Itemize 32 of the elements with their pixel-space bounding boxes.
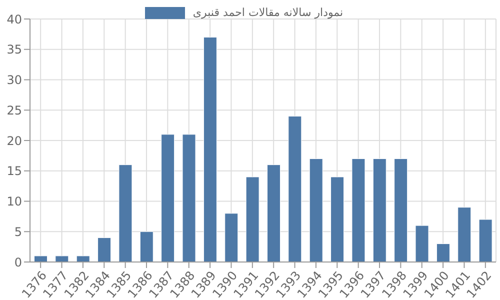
y-tick-label: 25 — [6, 103, 22, 118]
bar — [140, 231, 154, 262]
bar — [34, 256, 48, 262]
bar — [309, 158, 323, 262]
bar — [372, 158, 386, 262]
bar — [352, 158, 366, 262]
y-tick-label: 10 — [6, 194, 22, 209]
bar — [266, 164, 280, 262]
bar — [182, 134, 196, 262]
y-tick-label: 15 — [6, 164, 22, 178]
y-tick-label: 35 — [6, 42, 22, 57]
y-tick-label: 0 — [14, 255, 22, 270]
bar — [76, 256, 90, 262]
y-tick-label: 20 — [6, 134, 22, 148]
bar — [394, 158, 408, 262]
bar — [118, 164, 132, 262]
legend-label: نمودار سالانه مقالات احمد قنبری — [192, 6, 344, 19]
bar — [55, 256, 69, 262]
bar — [246, 176, 260, 262]
bar — [330, 176, 344, 262]
bar — [98, 237, 112, 262]
bar — [415, 225, 429, 262]
bar — [203, 36, 217, 262]
y-tick-label: 30 — [6, 73, 22, 88]
bar — [161, 134, 175, 262]
y-tick-label: 5 — [14, 224, 22, 239]
bar — [224, 213, 238, 262]
bar — [436, 244, 450, 262]
bar — [458, 207, 472, 262]
bar — [288, 116, 302, 262]
bar — [478, 219, 492, 262]
y-tick-label: 40 — [6, 12, 22, 26]
